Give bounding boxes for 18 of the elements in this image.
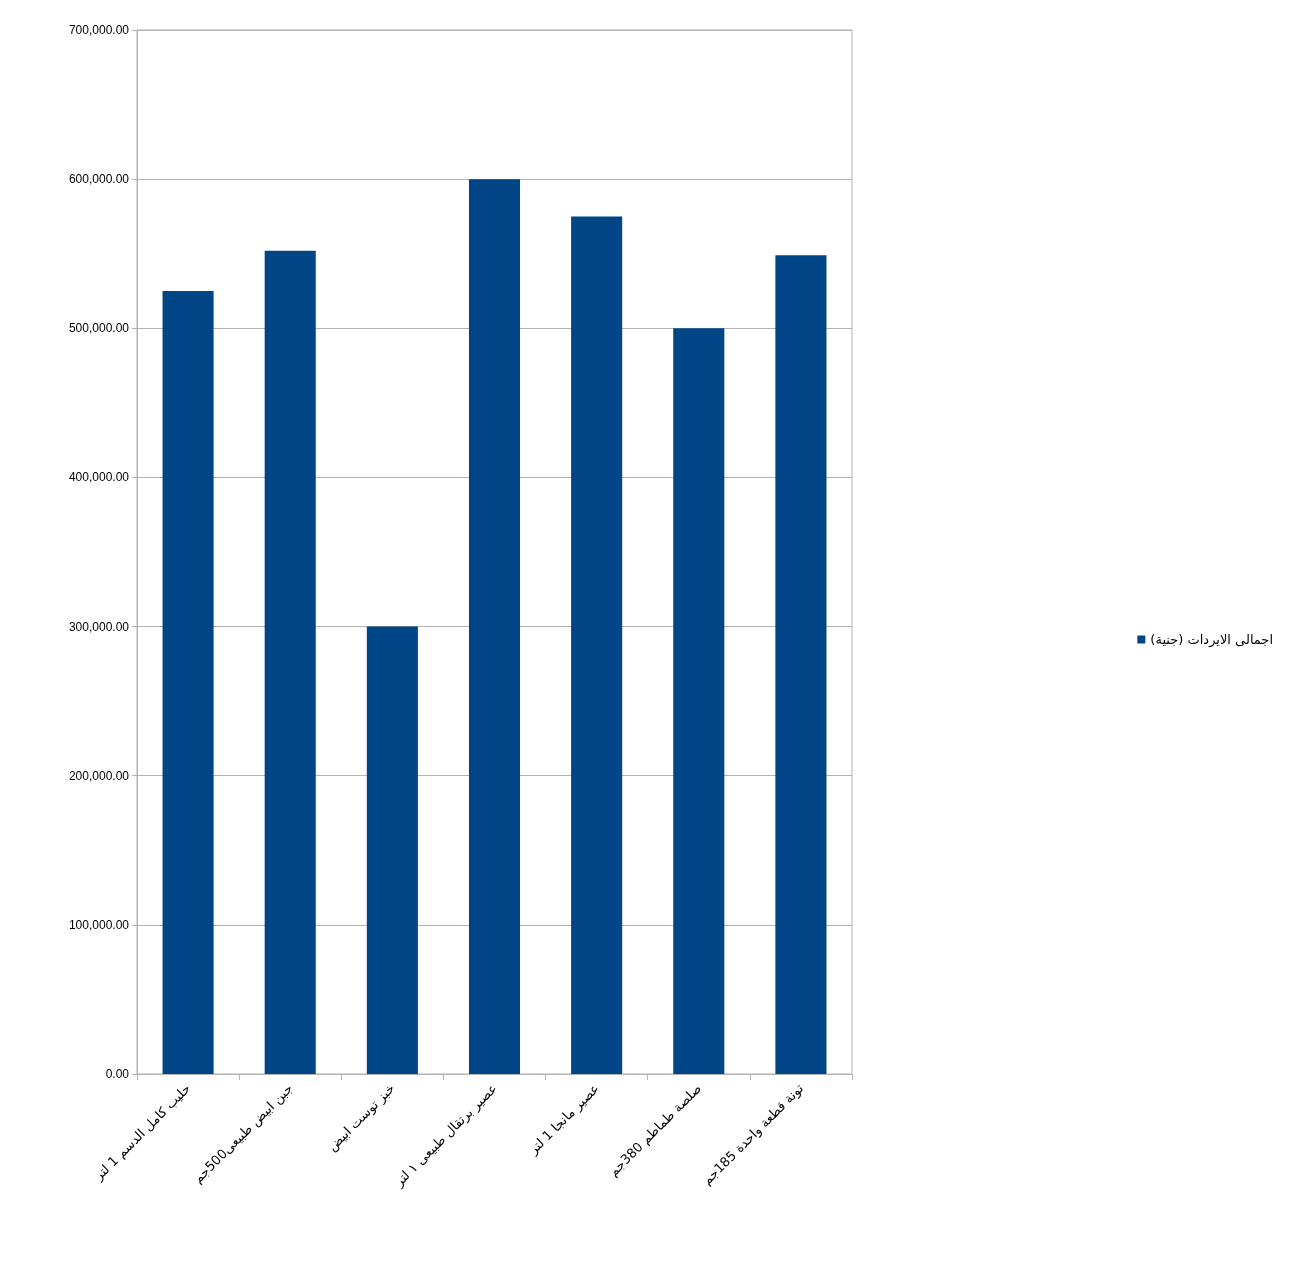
y-tick-label: 200,000.00 bbox=[68, 768, 130, 783]
bar bbox=[571, 216, 623, 1074]
bar bbox=[162, 291, 214, 1074]
y-tick-label: 700,000.00 bbox=[68, 23, 130, 37]
y-tick-label: 500,000.00 bbox=[68, 321, 130, 336]
bar bbox=[264, 250, 316, 1074]
bar bbox=[775, 255, 827, 1074]
y-tick-label: 100,000.00 bbox=[68, 917, 130, 932]
bar bbox=[673, 328, 725, 1074]
bar bbox=[468, 179, 521, 1074]
y-tick-label: 300,000.00 bbox=[68, 619, 130, 634]
x-tick-label: عصير مانجا 1 لتر bbox=[525, 1080, 603, 1159]
legend-label: اجمالى الايردات (جنية) bbox=[1150, 632, 1273, 648]
y-tick-label: 0.00 bbox=[105, 1067, 130, 1081]
x-tick-label: خبز توست ابيض bbox=[324, 1080, 399, 1155]
y-tick-label: 600,000.00 bbox=[68, 172, 130, 187]
y-tick-label: 400,000.00 bbox=[68, 470, 130, 485]
bar bbox=[366, 626, 418, 1074]
